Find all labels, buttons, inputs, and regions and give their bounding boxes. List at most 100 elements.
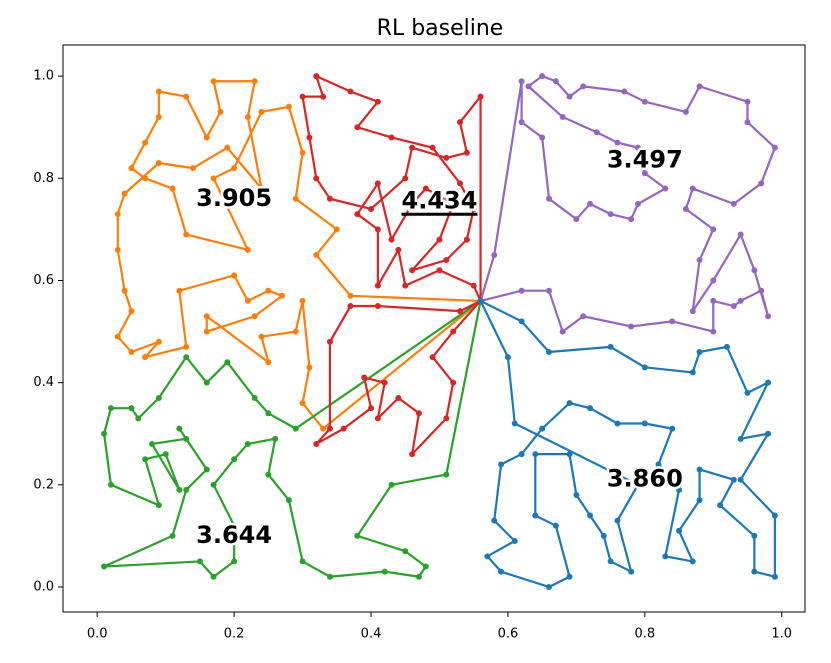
node-point: [580, 83, 587, 90]
node-point: [142, 139, 149, 146]
node-point: [374, 98, 381, 105]
node-point: [696, 83, 703, 90]
node-point: [155, 88, 162, 95]
node-point: [580, 313, 587, 320]
node-point: [176, 287, 183, 294]
node-point: [340, 425, 347, 432]
node-point: [607, 558, 614, 565]
node-point: [539, 134, 546, 141]
node-point: [292, 328, 299, 335]
node-point: [265, 471, 272, 478]
node-point: [135, 415, 142, 422]
node-point: [457, 308, 464, 315]
node-point: [518, 78, 525, 85]
node-point: [374, 226, 381, 233]
node-point: [299, 93, 306, 100]
node-point: [244, 114, 251, 121]
node-point: [641, 364, 648, 371]
route: [101, 297, 484, 580]
node-point: [114, 333, 121, 340]
node-point: [231, 522, 238, 529]
node-point: [600, 532, 607, 539]
node-point: [751, 568, 758, 575]
node-point: [265, 287, 272, 294]
node-point: [244, 297, 251, 304]
node-point: [354, 211, 361, 218]
node-point: [587, 200, 594, 207]
node-point: [326, 338, 333, 345]
node-point: [347, 88, 354, 95]
node-point: [751, 532, 758, 539]
node-point: [422, 563, 429, 570]
x-tick-label: 0.8: [634, 627, 655, 642]
node-point: [258, 333, 265, 340]
node-point: [559, 328, 566, 335]
node-point: [450, 200, 457, 207]
node-point: [292, 425, 299, 432]
node-point: [128, 165, 135, 172]
node-point: [155, 394, 162, 401]
node-point: [121, 287, 128, 294]
node-point: [190, 165, 197, 172]
node-point: [689, 369, 696, 376]
x-tick-label: 0.6: [498, 627, 519, 642]
node-point: [628, 568, 635, 575]
node-point: [436, 236, 443, 243]
route-line: [479, 75, 776, 333]
node-point: [758, 287, 765, 294]
node-point: [463, 149, 470, 156]
node-point: [203, 328, 210, 335]
node-point: [450, 379, 457, 386]
node-point: [333, 226, 340, 233]
node-point: [210, 573, 217, 580]
node-point: [443, 415, 450, 422]
node-point: [607, 211, 614, 218]
node-point: [744, 119, 751, 126]
node-point: [532, 512, 539, 519]
node-point: [477, 93, 484, 100]
node-point: [251, 313, 258, 320]
node-point: [128, 348, 135, 355]
y-tick-label: 1.0: [33, 69, 54, 84]
node-point: [155, 159, 162, 166]
node-point: [155, 338, 162, 345]
node-point: [771, 144, 778, 151]
node-point: [676, 486, 683, 493]
node-point: [176, 425, 183, 432]
node-point: [436, 267, 443, 274]
node-point: [368, 205, 375, 212]
node-point: [443, 154, 450, 161]
node-point: [388, 481, 395, 488]
node-point: [388, 236, 395, 243]
x-tick-label: 0.2: [224, 627, 245, 642]
node-point: [169, 532, 176, 539]
node-point: [169, 185, 176, 192]
route: [477, 73, 778, 335]
node-point: [320, 93, 327, 100]
node-point: [251, 394, 258, 401]
node-point: [545, 348, 552, 355]
node-point: [107, 405, 114, 412]
node-point: [183, 231, 190, 238]
y-tick-label: 0.8: [33, 171, 54, 186]
node-point: [183, 435, 190, 442]
node-point: [737, 297, 744, 304]
node-point: [730, 303, 737, 310]
node-point: [162, 451, 169, 458]
node-point: [251, 78, 258, 85]
node-point: [662, 185, 669, 192]
node-point: [142, 456, 149, 463]
node-point: [313, 251, 320, 258]
node-point: [696, 497, 703, 504]
node-point: [559, 114, 566, 121]
node-point: [231, 272, 238, 279]
node-point: [183, 354, 190, 361]
node-point: [744, 98, 751, 105]
node-point: [587, 512, 594, 519]
y-tick-label: 0.2: [33, 477, 54, 492]
node-point: [682, 205, 689, 212]
node-point: [498, 461, 505, 468]
node-point: [628, 216, 635, 223]
node-point: [320, 425, 327, 432]
